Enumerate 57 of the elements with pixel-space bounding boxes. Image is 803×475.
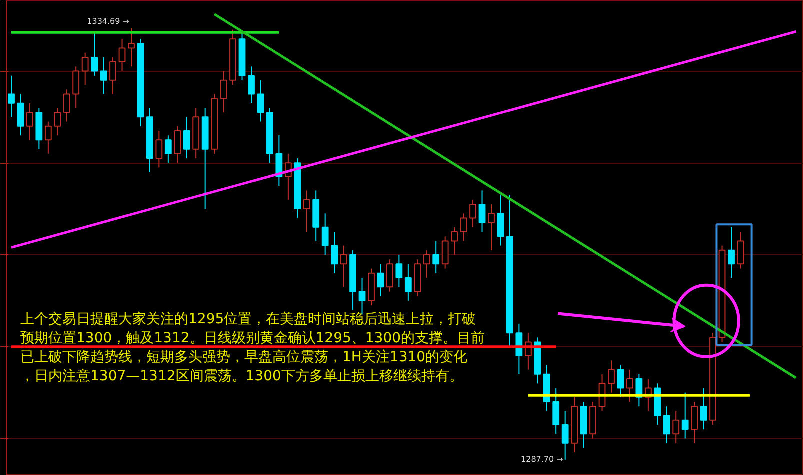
candlestick (386, 259, 394, 292)
candlestick (488, 204, 495, 251)
candlestick (737, 232, 744, 270)
candlestick (497, 194, 504, 246)
candlestick (617, 364, 624, 398)
candlestick (516, 323, 523, 375)
candlestick (82, 52, 89, 86)
candlestick (54, 107, 62, 136)
candlestick (220, 70, 228, 114)
candlestick (377, 264, 384, 297)
candlestick (340, 245, 348, 288)
candlestick (442, 236, 449, 270)
candlestick (26, 102, 34, 141)
candlestick (626, 369, 634, 402)
candlestick (91, 32, 98, 76)
candlestick (691, 402, 698, 444)
candlestick (331, 232, 338, 274)
candlestick (322, 213, 329, 256)
annotation: 上个交易日提醒大家关注的1295位置，在美盘时间站稳后迅速上拉，打破 (20, 312, 476, 328)
candlestick (432, 240, 440, 274)
annotation: 1287.70 → (521, 454, 564, 464)
candlestick (174, 126, 182, 164)
candlestick (72, 66, 80, 108)
candlestick (276, 135, 283, 187)
candlestick (672, 410, 680, 444)
candlestick (183, 116, 190, 160)
candlestick (460, 213, 468, 242)
annotation: 1334.69 → (87, 17, 130, 26)
candlestick (470, 199, 476, 228)
annotation: 已上破下降趋势线，短期多头强势，早盘高位震荡，1H关注1310的变化 (20, 350, 468, 366)
candlestick (303, 190, 310, 233)
candlestick (396, 254, 403, 288)
candlestick (118, 38, 126, 72)
candlestick (164, 135, 172, 164)
candlestick (110, 56, 116, 95)
candlestick (128, 28, 135, 68)
candlestick (728, 226, 735, 278)
candlestick (562, 410, 569, 460)
candlestick (257, 80, 264, 122)
candlestick (700, 388, 708, 430)
annotation: 预期位置1300，触及1312。日线级别黄金确认1295、1300的支撑。目前 (20, 330, 486, 346)
candlestick (552, 388, 560, 435)
candlestick (608, 360, 615, 394)
annotation: ，日内注意1307—1312区间震荡。1300下方多单止损上移继续持有。 (20, 368, 464, 384)
candlestick (248, 66, 255, 104)
candlestick (8, 75, 15, 118)
candlestick (451, 226, 458, 256)
candlestick (682, 392, 689, 440)
candlestick (478, 190, 486, 233)
candlestick (44, 121, 52, 154)
candlestick (100, 56, 108, 95)
candlestick (63, 89, 70, 122)
candlestick (156, 130, 163, 168)
candlestick (404, 264, 412, 302)
candlestick (423, 250, 430, 278)
candlestick (17, 94, 24, 136)
candlestick (663, 406, 670, 444)
